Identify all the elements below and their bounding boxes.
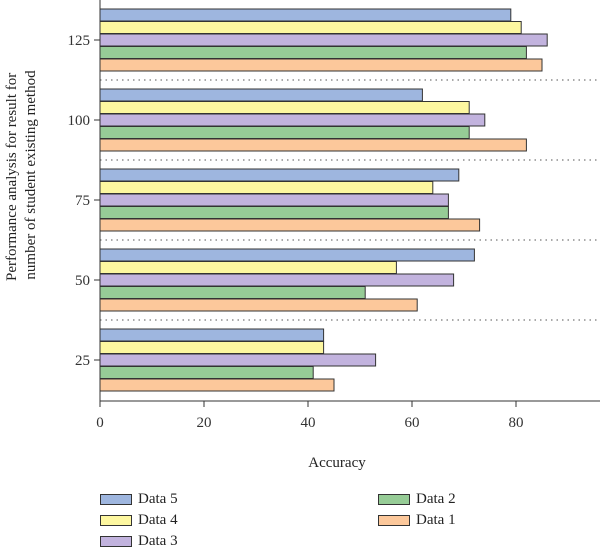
bar-data-1-50	[99, 298, 418, 312]
bar-data-2-75	[99, 206, 449, 219]
bar-data-3-25	[99, 353, 377, 367]
bar-data-1-100	[99, 138, 527, 152]
bar-data-2-125	[99, 46, 527, 59]
legend-item-data-5: Data 5	[100, 490, 178, 508]
bar-data-5-100	[99, 88, 423, 102]
bar-data-1-25	[99, 378, 335, 392]
bar-data-1-75	[99, 218, 481, 232]
legend-swatch-data-3	[100, 535, 132, 547]
y-axis-title: Performance analysis for result for numb…	[4, 69, 39, 281]
x-tick-label: 60	[405, 415, 420, 431]
bar-data-3-125	[99, 33, 548, 47]
bar-data-5-125	[99, 8, 512, 22]
bar-chart: 0 20 40 60 80 25 50 75 100 125 Accuracy Performa…	[4, 0, 600, 471]
bar-data-5-75	[99, 168, 460, 182]
legend-item-data-4: Data 4	[100, 511, 178, 529]
x-tick-label: 80	[509, 415, 524, 431]
legend-swatch-data-1	[378, 514, 410, 526]
bars-group	[99, 8, 548, 392]
bar-data-3-50	[99, 273, 455, 287]
legend-label-data-1: Data 1	[416, 511, 456, 528]
bar-data-4-25	[99, 341, 325, 354]
y-tick-label: 125	[68, 33, 91, 49]
y-tick-label: 50	[75, 273, 90, 289]
y-tick-label: 100	[68, 113, 91, 129]
bar-data-1-125	[99, 58, 543, 72]
legend-item-data-3: Data 3	[100, 532, 178, 550]
y-axis-title-line-1: Performance analysis for result for	[4, 73, 20, 281]
legend-label-data-2: Data 2	[416, 490, 456, 507]
legend-swatch-data-5	[100, 493, 132, 505]
y-axis-title-line-2: number of student existing method	[23, 70, 39, 280]
bar-data-4-75	[99, 181, 434, 194]
bar-data-4-125	[99, 21, 522, 34]
bar-data-3-100	[99, 113, 486, 127]
y-tick-label: 75	[75, 193, 90, 209]
bar-data-5-50	[99, 248, 475, 262]
legend-swatch-data-2	[378, 493, 410, 505]
bar-data-2-50	[99, 286, 366, 299]
legend-label-data-4: Data 4	[138, 511, 178, 528]
bar-data-4-50	[99, 261, 397, 274]
bar-data-5-25	[99, 328, 325, 342]
legend-label-data-3: Data 3	[138, 532, 178, 549]
x-axis-title: Accuracy	[308, 455, 366, 471]
x-tick-label: 40	[301, 415, 316, 431]
x-ticks: 0 20 40 60 80	[96, 401, 524, 431]
legend-label-data-5: Data 5	[138, 490, 178, 507]
x-tick-label: 20	[197, 415, 212, 431]
category-separators	[100, 79, 600, 321]
legend-swatch-data-4	[100, 514, 132, 526]
bar-data-3-75	[99, 193, 449, 207]
legend-item-data-2: Data 2	[378, 490, 456, 508]
y-tick-label: 25	[75, 353, 90, 369]
legend-item-data-1: Data 1	[378, 511, 456, 529]
x-tick-label: 0	[96, 415, 104, 431]
bar-data-2-25	[99, 366, 314, 379]
bar-data-2-100	[99, 126, 470, 139]
y-ticks: 25 50 75 100 125	[68, 33, 100, 369]
bar-data-4-100	[99, 101, 470, 114]
legend: Data 5 Data 4 Data 3 Data 2 Data 1	[0, 486, 600, 550]
